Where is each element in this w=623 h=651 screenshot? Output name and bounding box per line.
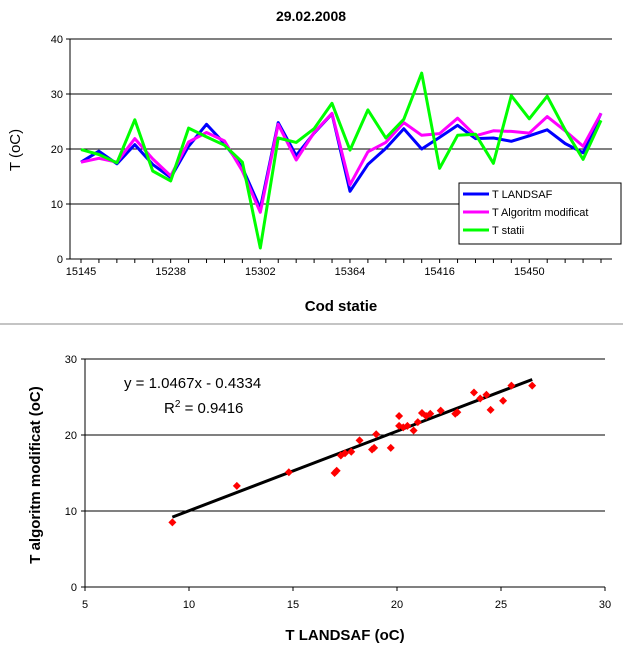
chart2-x-tick-label: 20: [391, 599, 403, 611]
chart2-x-tick-label: 10: [183, 599, 195, 611]
chart2-data-point: [453, 408, 462, 417]
chart1-y-tick-label: 30: [51, 89, 63, 101]
chart2-data-point: [469, 388, 478, 397]
chart2-x-tick-label: 30: [599, 599, 611, 611]
chart1-x-tick-label: 15238: [155, 266, 186, 278]
chart1-series-line-2: [80, 71, 603, 250]
chart2-data-point: [284, 468, 293, 477]
chart2-data-point: [482, 390, 491, 399]
chart2-data-point: [332, 466, 341, 475]
chart2-data-point: [341, 449, 349, 458]
chart2-data-point: [409, 426, 418, 435]
chart2-x-tick-label: 25: [495, 599, 507, 611]
chart2-y-axis-label: T algoritm modificat (oC): [27, 386, 44, 564]
chart1-x-tick-label: 15450: [514, 266, 545, 278]
chart2-r-squared-symbol: R: [164, 400, 175, 417]
chart2-data-point: [347, 447, 356, 456]
chart2-r-squared-value: = 0.9416: [180, 400, 243, 417]
chart2-data-point: [436, 406, 445, 415]
chart1-legend-label: T LANDSAF: [492, 189, 553, 201]
chart1-legend-label: T statii: [492, 225, 524, 237]
chart1-x-axis-label: Cod statie: [305, 298, 378, 315]
chart2-y-tick-label: 30: [65, 354, 77, 366]
chart1-x-tick-label: 15364: [335, 266, 366, 278]
chart1-x-tick-label: 15416: [424, 266, 455, 278]
chart2-x-tick-label: 5: [82, 599, 88, 611]
chart1-x-tick-label: 15145: [66, 266, 97, 278]
chart1-x-tick-label: 15302: [245, 266, 276, 278]
chart2-data-point: [386, 443, 395, 452]
chart2-data-point: [507, 381, 516, 390]
chart1-series-line-1: [80, 111, 603, 214]
chart1-y-tick-label: 20: [51, 144, 63, 156]
chart1-y-tick-label: 0: [57, 254, 63, 266]
chart2-data-point: [403, 421, 412, 430]
chart1-y-axis-label: T (oC): [7, 129, 24, 171]
chart2-r-squared-label: R2 = 0.9416: [164, 399, 243, 417]
chart2-y-tick-label: 20: [65, 430, 77, 442]
chart2-y-tick-label: 10: [65, 506, 77, 518]
chart1-y-tick-label: 40: [51, 34, 63, 46]
chart2-data-point: [372, 430, 381, 439]
chart2-data-point: [476, 394, 485, 403]
chart2-data-point: [528, 381, 537, 390]
chart2-equation-label: y = 1.0467x - 0.4334: [124, 375, 261, 392]
chart2-y-tick-label: 0: [71, 582, 77, 594]
chart2-data-point: [413, 418, 422, 427]
chart2-data-point: [499, 396, 508, 405]
chart1-y-tick-label: 10: [51, 199, 63, 211]
chart2-data-point: [426, 409, 435, 418]
chart1-legend-label: T Algoritm modificat: [492, 207, 588, 219]
chart1-title: 29.02.2008: [276, 8, 346, 24]
chart2-data-point: [370, 443, 379, 452]
chart2-data-point: [395, 412, 404, 420]
chart2-data-point: [232, 481, 241, 490]
chart2-data-point: [168, 518, 177, 527]
chart2-x-axis-label: T LANDSAF (oC): [285, 627, 404, 644]
chart2-data-point: [486, 405, 495, 414]
chart2-data-point: [355, 436, 364, 445]
chart2-r-squared-superscript: 2: [175, 399, 181, 410]
chart2-trendline: [171, 378, 533, 519]
chart2-x-tick-label: 15: [287, 599, 299, 611]
